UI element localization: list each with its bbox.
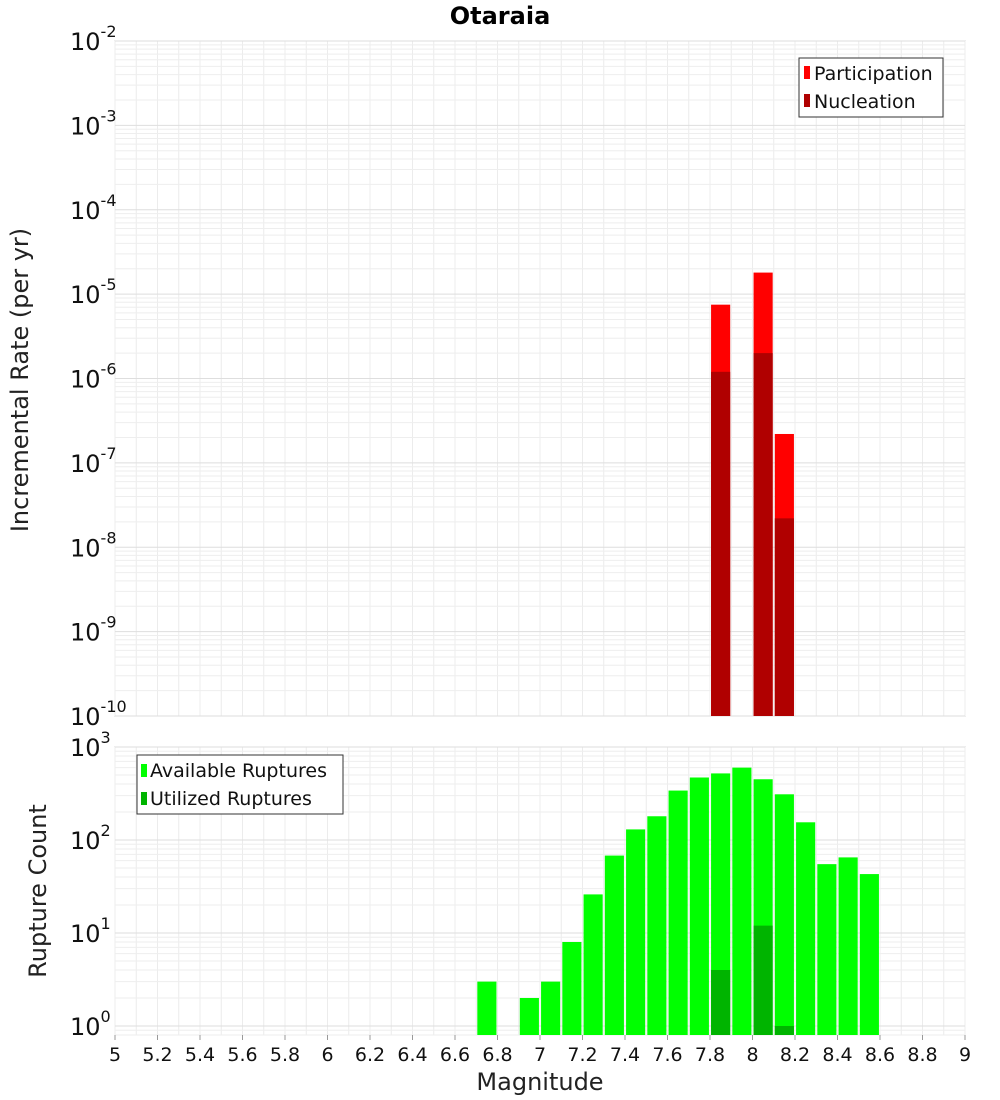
bar-available-ruptures [711, 773, 731, 1035]
x-tick-label: 7.2 [567, 1044, 597, 1066]
bar-available-ruptures [541, 981, 561, 1035]
x-tick-label: 8.2 [780, 1044, 810, 1066]
bar-available-ruptures [668, 790, 688, 1035]
count-legend: Available Ruptures Utilized Ruptures [136, 754, 344, 815]
x-tick-label: 8 [746, 1044, 758, 1066]
x-tick-label: 6.6 [440, 1044, 470, 1066]
legend-label-participation: Participation [814, 63, 933, 85]
count-y-axis-title: Rupture Count [24, 804, 52, 978]
y-tick-label: 102 [70, 821, 111, 855]
legend-swatch-nucleation [804, 94, 810, 107]
legend-swatch-available [141, 764, 147, 777]
rate-legend-box [798, 57, 944, 118]
x-tick-label: 5.2 [142, 1044, 172, 1066]
rate-y-axis-title: Incremental Rate (per yr) [6, 228, 34, 532]
y-tick-label: 10-4 [70, 191, 117, 225]
x-tick-label: 8.4 [822, 1044, 852, 1066]
y-tick-label: 10-8 [70, 528, 117, 562]
x-tick-label: 6 [321, 1044, 333, 1066]
rate-legend: Participation Nucleation [798, 57, 944, 118]
x-axis-title: Magnitude [476, 1068, 603, 1096]
y-tick-label: 10-3 [70, 106, 117, 140]
legend-label-utilized: Utilized Ruptures [150, 788, 312, 810]
y-tick-label: 10-5 [70, 275, 117, 309]
x-tick-label: 5.8 [270, 1044, 300, 1066]
count-y-ticks: 100 101 102 103 [70, 728, 111, 1041]
bar-available-ruptures [519, 997, 539, 1035]
y-tick-label: 103 [70, 728, 111, 762]
bar-available-ruptures [626, 829, 646, 1035]
count-panel: 100 101 102 103 5 5.2 5.4 5.6 5.8 6 6.2 6.4 6.6 6.8 7… [24, 728, 971, 1096]
bar-available-ruptures [817, 864, 837, 1035]
x-tick-label: 7.6 [652, 1044, 682, 1066]
rate-bars [711, 272, 794, 716]
y-tick-label: 10-10 [70, 697, 127, 731]
legend-swatch-utilized [141, 792, 147, 805]
legend-label-available: Available Ruptures [150, 760, 327, 782]
x-tick-label: 5.4 [185, 1044, 215, 1066]
x-tick-label: 5 [109, 1044, 121, 1066]
bar-available-ruptures [647, 816, 667, 1035]
bar-available-ruptures [774, 794, 794, 1035]
y-tick-label: 10-9 [70, 613, 117, 647]
bar-available-ruptures [838, 857, 858, 1035]
count-x-ticks: 5 5.2 5.4 5.6 5.8 6 6.2 6.4 6.6 6.8 7 7.2 7.4 7.6 7.8 8… [109, 1035, 971, 1066]
bar-available-ruptures [796, 822, 816, 1035]
x-tick-label: 5.6 [227, 1044, 257, 1066]
count-legend-box [136, 754, 344, 815]
bar-available-ruptures [562, 942, 582, 1035]
legend-swatch-participation [804, 66, 810, 79]
rate-panel: 10-10 10-9 10-8 10-7 10-6 10-5 10-4 10-3 10-2 In… [6, 22, 966, 731]
bar-utilized-ruptures [753, 925, 773, 1035]
x-tick-label: 6.8 [482, 1044, 512, 1066]
bar-nucleation [711, 371, 731, 716]
y-tick-label: 10-7 [70, 444, 117, 478]
x-tick-label: 7 [534, 1044, 546, 1066]
bar-available-ruptures [604, 855, 624, 1035]
bar-utilized-ruptures [774, 1025, 794, 1035]
count-bars [477, 767, 879, 1035]
x-tick-label: 8.8 [907, 1044, 937, 1066]
x-tick-label: 9 [959, 1044, 971, 1066]
x-tick-label: 8.6 [865, 1044, 895, 1066]
bar-available-ruptures [583, 894, 603, 1035]
y-tick-label: 101 [70, 914, 111, 948]
bar-available-ruptures [859, 874, 879, 1035]
bar-utilized-ruptures [711, 969, 731, 1035]
y-tick-label: 10-6 [70, 360, 117, 394]
rate-gridlines [114, 40, 966, 717]
legend-label-nucleation: Nucleation [814, 91, 916, 113]
y-tick-label: 100 [70, 1007, 111, 1041]
bar-available-ruptures [689, 777, 709, 1035]
y-tick-label: 10-2 [70, 22, 117, 56]
rate-y-ticks: 10-10 10-9 10-8 10-7 10-6 10-5 10-4 10-3 10-2 [70, 22, 127, 731]
x-tick-label: 6.4 [397, 1044, 427, 1066]
x-tick-label: 7.4 [610, 1044, 640, 1066]
bar-nucleation [774, 518, 794, 716]
x-tick-label: 7.8 [695, 1044, 725, 1066]
bar-available-ruptures [732, 767, 752, 1035]
bar-available-ruptures [477, 981, 497, 1035]
bar-nucleation [753, 353, 773, 716]
chart-title: Otaraia [450, 2, 551, 30]
x-tick-label: 6.2 [355, 1044, 385, 1066]
